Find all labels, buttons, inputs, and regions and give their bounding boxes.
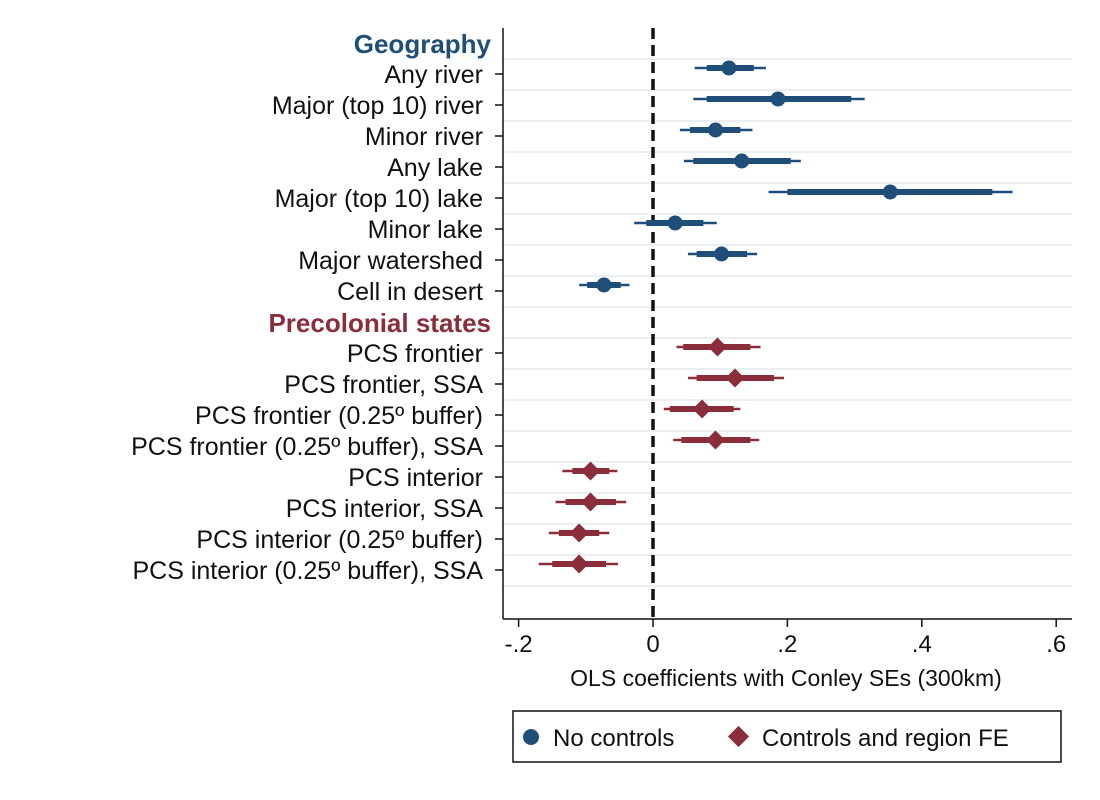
point-estimate-circle [707, 122, 723, 138]
point-estimate-diamond [708, 337, 728, 357]
x-tick-label: .4 [912, 631, 932, 658]
category-label: Major watershed [298, 247, 483, 275]
legend-label-no-controls: No controls [553, 725, 674, 752]
category-label: PCS frontier (0.25º buffer) [195, 402, 483, 430]
category-label: Minor lake [368, 216, 483, 244]
category-label: Any river [384, 61, 483, 89]
point-estimate-diamond [705, 430, 725, 450]
category-label: Any lake [387, 154, 483, 182]
legend-marker-circle [523, 729, 539, 745]
point-estimate-diamond [581, 461, 601, 481]
legend-box [512, 710, 1062, 763]
point-estimate-diamond [581, 492, 601, 512]
category-label: PCS interior [348, 464, 483, 492]
mark-layer [538, 60, 1013, 574]
category-label: PCS interior (0.25º buffer) [196, 526, 483, 554]
point-estimate-circle [596, 277, 612, 293]
point-estimate-circle [770, 91, 786, 107]
point-estimate-circle [882, 184, 898, 200]
group-label: Precolonial states [268, 308, 491, 338]
point-estimate-circle [721, 60, 737, 76]
point-estimate-circle [714, 246, 730, 262]
point-estimate-diamond [725, 368, 745, 388]
category-label: Minor river [365, 123, 483, 151]
group-label: Geography [354, 29, 492, 59]
x-tick-label: 0 [646, 631, 659, 658]
x-tick-label: -.2 [505, 631, 533, 658]
category-label: Cell in desert [337, 278, 483, 306]
x-axis-title: OLS coefficients with Conley SEs (300km) [570, 665, 1002, 691]
point-estimate-diamond [692, 399, 712, 419]
category-label: PCS frontier, SSA [284, 371, 483, 399]
legend-label-controls: Controls and region FE [762, 725, 1009, 752]
x-tick-label: .6 [1046, 631, 1066, 658]
category-label: Major (top 10) river [272, 92, 483, 120]
category-label: Major (top 10) lake [275, 185, 483, 213]
legend: No controls Controls and region FE [512, 710, 1062, 763]
category-label: PCS frontier (0.25º buffer), SSA [131, 433, 483, 461]
axis-layer: -.2 0 .2 .4 .6 [495, 28, 1072, 658]
point-estimate-circle [667, 215, 683, 231]
legend-marker-diamond [727, 725, 750, 748]
grid-layer [503, 58, 1072, 587]
point-estimate-diamond [569, 554, 589, 574]
x-tick-label: .2 [777, 631, 797, 658]
category-label: PCS interior, SSA [286, 495, 484, 523]
point-estimate-circle [734, 153, 750, 169]
category-label: PCS frontier [347, 340, 483, 368]
category-label: PCS interior (0.25º buffer), SSA [133, 557, 484, 585]
point-estimate-diamond [569, 523, 589, 543]
